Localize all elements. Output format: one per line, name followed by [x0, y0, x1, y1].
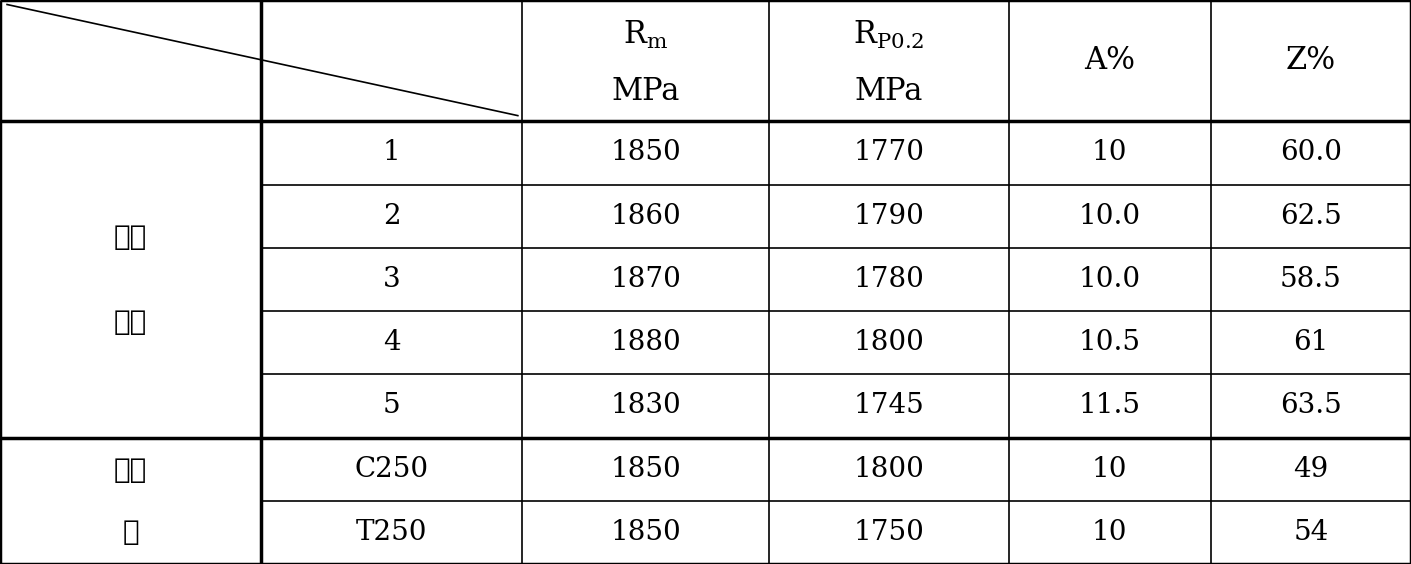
Text: 1745: 1745: [854, 393, 924, 420]
Text: $\mathregular{R_m}$: $\mathregular{R_m}$: [624, 19, 667, 51]
Text: 1870: 1870: [610, 266, 682, 293]
Text: 1: 1: [382, 139, 401, 166]
Text: 58.5: 58.5: [1280, 266, 1342, 293]
Text: 1750: 1750: [854, 519, 924, 546]
Text: 4: 4: [382, 329, 401, 356]
Text: 1800: 1800: [854, 329, 924, 356]
Text: 1830: 1830: [610, 393, 682, 420]
Text: 明钔: 明钔: [114, 308, 147, 336]
Text: 60.0: 60.0: [1280, 139, 1342, 166]
Text: MPa: MPa: [855, 76, 923, 107]
Text: 2: 2: [382, 202, 401, 230]
Text: T250: T250: [356, 519, 428, 546]
Text: 5: 5: [382, 393, 401, 420]
Text: 1850: 1850: [610, 456, 682, 483]
Text: 49: 49: [1294, 456, 1328, 483]
Text: 1850: 1850: [610, 139, 682, 166]
Text: 例: 例: [123, 518, 138, 546]
Text: 11.5: 11.5: [1079, 393, 1140, 420]
Text: 10.0: 10.0: [1078, 266, 1141, 293]
Text: 54: 54: [1294, 519, 1328, 546]
Text: 1790: 1790: [854, 202, 924, 230]
Text: 本发: 本发: [114, 223, 147, 251]
Text: 10: 10: [1092, 139, 1127, 166]
Text: 10: 10: [1092, 456, 1127, 483]
Text: 1850: 1850: [610, 519, 682, 546]
Text: $\mathregular{R_{P0.2}}$: $\mathregular{R_{P0.2}}$: [854, 19, 924, 51]
Text: 1880: 1880: [610, 329, 682, 356]
Text: 63.5: 63.5: [1280, 393, 1342, 420]
Text: 61: 61: [1292, 329, 1329, 356]
Text: 1770: 1770: [854, 139, 924, 166]
Text: 1780: 1780: [854, 266, 924, 293]
Text: 1800: 1800: [854, 456, 924, 483]
Text: 10: 10: [1092, 519, 1127, 546]
Text: 10.5: 10.5: [1079, 329, 1140, 356]
Text: 1860: 1860: [610, 202, 682, 230]
Text: C250: C250: [354, 456, 429, 483]
Text: 对比: 对比: [114, 456, 147, 484]
Text: 10.0: 10.0: [1078, 202, 1141, 230]
Text: A%: A%: [1084, 45, 1136, 76]
Text: 3: 3: [382, 266, 401, 293]
Text: 62.5: 62.5: [1280, 202, 1342, 230]
Text: Z%: Z%: [1285, 45, 1336, 76]
Text: MPa: MPa: [611, 76, 680, 107]
